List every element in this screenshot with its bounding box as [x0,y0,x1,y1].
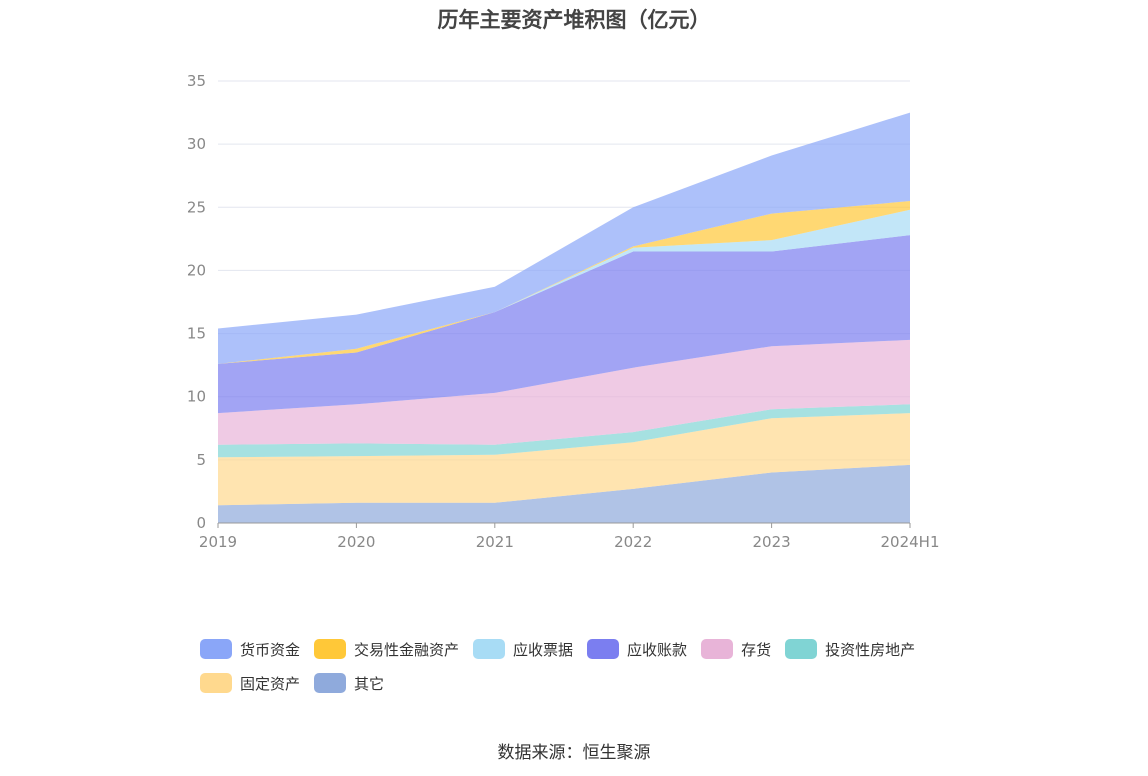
area-series [218,209,910,364]
chart-legend: 货币资金 交易性金融资产 应收票据 应收账款 存货 投资性房地产固定资产 其它 [200,638,980,694]
legend-label: 应收票据 [513,640,574,659]
legend-swatch [473,639,506,659]
legend-swatch [785,639,818,659]
area-series [218,112,910,364]
y-tick-label: 30 [187,135,206,153]
x-tick-label: 2019 [199,533,237,551]
x-tick-label: 2022 [614,533,652,551]
legend-item[interactable]: 其它 [314,672,384,694]
legend-label: 货币资金 [240,640,301,659]
legend-item[interactable]: 投资性房地产 [785,638,915,660]
legend-swatch [200,673,232,693]
area-series [218,464,910,523]
y-tick-label: 35 [187,72,206,90]
legend-item[interactable]: 货币资金 [200,638,300,660]
x-tick-label: 2023 [753,533,791,551]
x-tick-label: 2024H1 [881,533,940,551]
area-series [218,339,910,445]
legend-item[interactable]: 应收票据 [473,638,573,660]
legend-label: 存货 [741,640,772,659]
y-tick-label: 0 [196,514,206,532]
legend-label: 应收账款 [627,640,688,659]
legend-label: 交易性金融资产 [354,640,460,659]
y-tick-label: 15 [187,325,206,343]
legend-item[interactable]: 固定资产 [200,672,300,694]
source-note: 数据来源：恒生聚源 [497,743,651,763]
legend-label: 其它 [354,674,385,693]
y-tick-label: 20 [187,261,206,279]
x-tick-label: 2021 [476,533,514,551]
legend-swatch [314,673,347,693]
area-series [218,413,910,506]
legend-item[interactable]: 存货 [701,638,771,660]
legend-label: 固定资产 [240,674,301,693]
y-tick-label: 5 [196,451,206,469]
legend-label: 投资性房地产 [825,640,916,659]
area-series [218,235,910,414]
legend-item[interactable]: 应收账款 [587,638,687,660]
legend-swatch [200,639,232,659]
legend-swatch [587,639,620,659]
area-series [218,201,910,364]
area-series [218,404,910,458]
chart-title: 历年主要资产堆积图（亿元） [437,8,711,32]
y-tick-label: 10 [187,388,206,406]
legend-item[interactable]: 交易性金融资产 [314,638,459,660]
legend-swatch [701,639,734,659]
y-tick-label: 25 [187,198,206,216]
legend-swatch [314,639,347,659]
x-tick-label: 2020 [337,533,375,551]
